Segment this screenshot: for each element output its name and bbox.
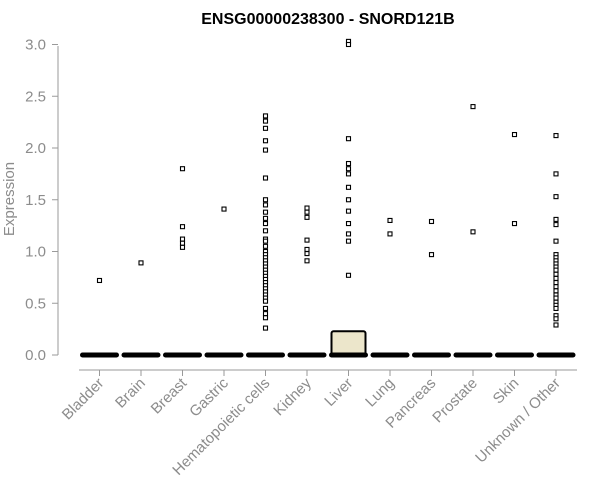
y-tick-label: 1.5 — [25, 192, 46, 209]
x-tick-label: Bladder — [59, 375, 108, 424]
outlier-point — [553, 322, 559, 328]
x-tick-label: Breast — [148, 374, 191, 417]
outlier-point — [304, 237, 310, 243]
outlier-point — [345, 171, 352, 177]
outlier-point — [511, 131, 518, 138]
outlier-point — [553, 279, 559, 286]
outlier-point — [345, 197, 352, 203]
outlier-point — [553, 171, 559, 177]
outlier-point — [511, 221, 518, 227]
outlier-point — [262, 221, 269, 227]
outlier-point — [179, 166, 186, 172]
outlier-point — [304, 246, 310, 252]
outlier-point — [138, 260, 144, 266]
outlier-point — [262, 315, 269, 321]
outlier-point — [387, 231, 393, 237]
outlier-point — [345, 238, 352, 244]
outlier-point — [304, 214, 310, 220]
outlier-point — [262, 228, 269, 234]
x-tick-label: Liver — [321, 375, 356, 410]
x-tick-label: Kidney — [270, 374, 315, 419]
outlier-point — [304, 251, 310, 257]
outlier-point — [179, 236, 186, 242]
outlier-point — [179, 244, 186, 250]
outlier-point — [553, 295, 559, 301]
outlier-point — [221, 206, 227, 212]
outlier-point — [553, 267, 559, 273]
x-tick-label: Prostate — [429, 375, 481, 427]
chart-title: ENSG00000238300 - SNORD121B — [201, 11, 454, 28]
outlier-point — [262, 305, 269, 311]
outlier-point — [553, 238, 559, 244]
boxes — [80, 330, 576, 358]
outlier-point — [345, 41, 352, 48]
outlier-point — [428, 252, 435, 258]
outlier-point — [553, 271, 559, 277]
y-tick-label: 3.0 — [25, 37, 46, 54]
outlier-point — [262, 243, 269, 249]
outlier-point — [262, 202, 269, 208]
outlier-point — [262, 197, 269, 203]
y-tick-label: 2.0 — [25, 140, 46, 157]
outlier-point — [304, 258, 310, 264]
outlier-point — [553, 194, 559, 200]
outlier-point — [179, 240, 186, 246]
outlier-point — [345, 272, 352, 278]
outlier-point — [304, 209, 310, 215]
outlier-point — [345, 208, 352, 214]
x-tick-label: Lung — [362, 375, 398, 411]
outlier-point — [553, 316, 559, 322]
y-tick-label: 1.0 — [25, 244, 46, 261]
y-tick-label: 0.5 — [25, 295, 46, 312]
outlier-point — [553, 305, 559, 311]
y-axis-title: Expression — [1, 162, 18, 236]
outlier-point — [553, 275, 559, 281]
x-tick-label: Brain — [112, 375, 149, 412]
outlier-point — [553, 216, 559, 222]
outlier-point — [262, 298, 269, 304]
outlier-point — [553, 133, 559, 139]
outlier-point — [553, 288, 559, 294]
outlier-point — [262, 238, 269, 244]
outlier-point — [470, 104, 476, 110]
outlier-point — [262, 113, 269, 119]
outlier-point — [262, 311, 269, 317]
outlier-point — [345, 184, 352, 190]
outlier-point — [96, 277, 103, 284]
outlier-point — [470, 229, 476, 235]
outlier-point — [262, 215, 269, 221]
outlier-point — [345, 221, 352, 227]
outlier-point — [262, 325, 269, 331]
y-tick-label: 0.0 — [25, 347, 46, 364]
outlier-point — [304, 205, 310, 211]
y-tick-label: 2.5 — [25, 88, 46, 105]
x-tick-label: Skin — [490, 375, 523, 408]
box — [330, 330, 367, 357]
outlier-point — [345, 166, 352, 172]
outlier-point — [345, 231, 352, 237]
outlier-point — [262, 125, 269, 131]
outlier-point — [262, 209, 269, 215]
outlier-points — [96, 38, 559, 331]
outlier-point — [179, 224, 186, 230]
outlier-point — [262, 138, 269, 144]
outlier-point — [553, 284, 559, 290]
outlier-point — [428, 218, 435, 225]
outlier-point — [262, 175, 269, 181]
outlier-point — [262, 118, 269, 124]
outlier-point — [345, 160, 352, 167]
outlier-point — [345, 136, 352, 142]
outlier-point — [553, 222, 559, 228]
outlier-point — [262, 147, 269, 153]
outlier-point — [387, 217, 393, 223]
